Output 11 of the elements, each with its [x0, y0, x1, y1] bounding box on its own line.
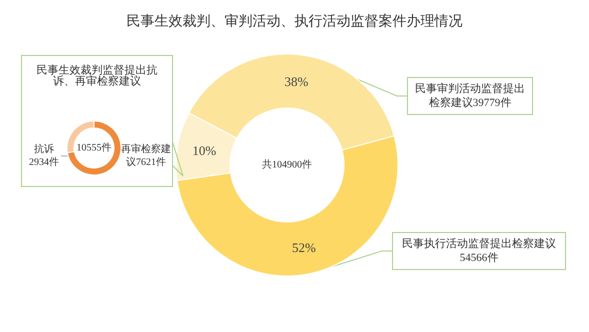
slice-label: 再审检察建议7621件: [121, 143, 171, 168]
data-label: 10%: [192, 142, 216, 158]
slice-label: 民事审判活动监督提出检察建议39779件: [415, 82, 525, 109]
chart-title: 民事生效裁判监督提出抗诉、再审检察建议: [36, 64, 158, 88]
slice-label: 抗诉2934件: [29, 143, 59, 168]
chart-title: 民事生效裁判、审判活动、执行活动监督案件办理情况: [126, 12, 462, 30]
text: 共104900件: [262, 158, 312, 170]
slice-label: 民事执行活动监督提出检察建议54566件: [402, 237, 556, 264]
data-label: 38%: [284, 74, 308, 90]
data-label: 52%: [292, 240, 316, 255]
text: 10555件: [76, 142, 112, 154]
